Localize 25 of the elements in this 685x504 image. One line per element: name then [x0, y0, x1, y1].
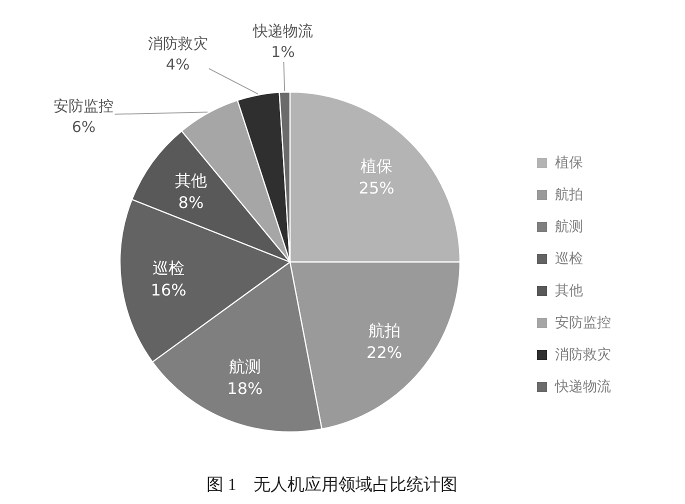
legend-label: 其他: [555, 283, 583, 299]
legend-label: 安防监控: [555, 315, 611, 331]
slice-label: 其他: [174, 171, 207, 190]
data-label: 18%: [227, 378, 263, 398]
data-label: 22%: [366, 343, 402, 362]
legend-label: 航拍: [555, 187, 583, 203]
slice-label: 巡检: [152, 258, 185, 278]
text: 图 1 无人机应用领域占比统计图: [206, 475, 458, 494]
legend-label: 植保: [555, 155, 583, 171]
legend-label: 快递物流: [554, 379, 611, 395]
data-label: 4%: [166, 55, 190, 74]
data-label: 6%: [72, 118, 96, 136]
slice-label: 航拍: [368, 321, 400, 340]
slice-label: 快递物流: [252, 22, 314, 40]
slice-label: 安防监控: [54, 96, 114, 115]
slice-label: 消防救灾: [148, 34, 208, 52]
legend-label: 巡检: [555, 251, 583, 267]
slice-label: 植保: [360, 156, 393, 176]
data-label: 16%: [150, 280, 186, 300]
legend-label: 航测: [555, 219, 583, 235]
data-label: 1%: [271, 43, 295, 62]
data-label: 25%: [358, 178, 394, 198]
legend-label: 消防救灾: [555, 347, 611, 363]
slice-label: 航测: [228, 356, 261, 376]
data-label: 8%: [178, 193, 204, 212]
